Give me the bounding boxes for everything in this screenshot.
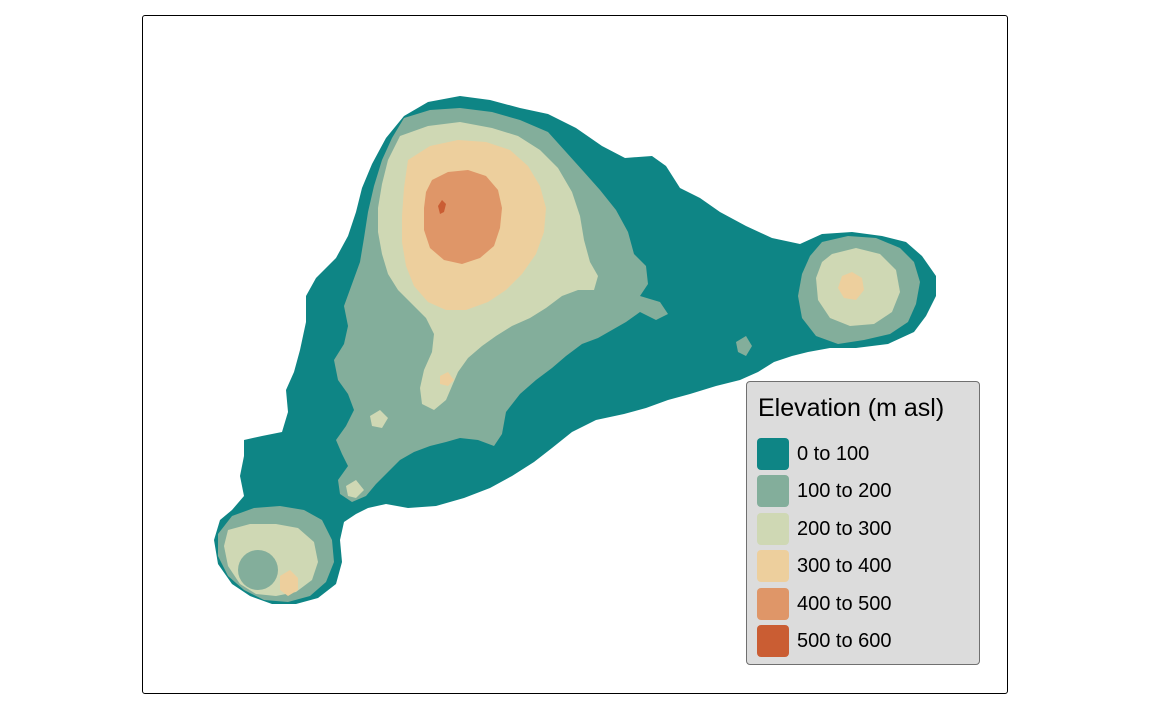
legend-label: 100 to 200 [797,480,892,502]
legend-item: 100 to 200 [757,475,972,509]
rano-kau-crater [238,550,278,590]
legend-swatch [757,438,789,470]
elevation-class-500-600 [438,200,446,214]
patch-200-b [346,480,364,498]
terevaka-peak-500 [438,200,446,214]
legend-label: 0 to 100 [797,443,870,465]
legend-swatch [757,588,789,620]
rano-kau-summit-300 [280,570,298,596]
terevaka-summit-400 [424,170,502,264]
legend-swatch [757,513,789,545]
legend-swatch [757,625,789,657]
legend-swatch [757,475,789,507]
legend-item: 400 to 500 [757,588,972,622]
legend-item: 200 to 300 [757,513,972,547]
legend-item: 500 to 600 [757,625,972,659]
legend-title: Elevation (m asl) [758,394,945,422]
patch-200-a [370,410,388,428]
poike-summit-300 [838,272,864,300]
patch-300 [440,372,454,386]
legend-label: 200 to 300 [797,518,892,540]
legend-item: 300 to 400 [757,550,972,584]
map-legend: Elevation (m asl) 0 to 100 100 to 200 20… [746,381,980,665]
legend-swatch [757,550,789,582]
legend-label: 300 to 400 [797,555,892,577]
legend-item: 0 to 100 [757,438,972,472]
legend-label: 400 to 500 [797,593,892,615]
elevation-class-400-500 [424,170,502,264]
eastern-patch [736,336,752,356]
legend-label: 500 to 600 [797,630,892,652]
